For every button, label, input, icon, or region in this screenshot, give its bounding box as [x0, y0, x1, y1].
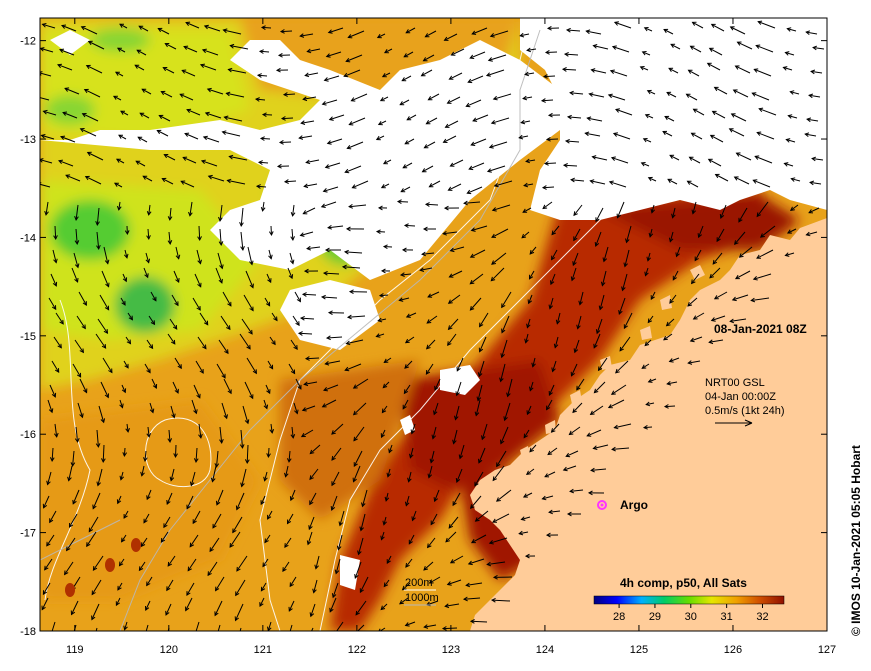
colorbar [594, 596, 784, 604]
current-arrow-head [215, 636, 219, 640]
current-arrow [546, 52, 557, 53]
lat-tick-label: -13 [20, 134, 36, 146]
current-arrow-head [92, 641, 96, 645]
argo-marker-dot [601, 504, 604, 507]
current-arrow-head [288, 632, 292, 636]
current-arrow-head [194, 631, 198, 635]
date-label: 08-Jan-2021 08Z [714, 322, 807, 336]
current-arrow-head [235, 642, 239, 646]
contour-1000m-label: 1000m [405, 592, 439, 604]
lon-tick-label: 127 [818, 644, 836, 656]
current-arrow [199, 226, 200, 240]
current-scale-line2: 04-Jan 00:00Z [705, 391, 776, 403]
lon-tick-label: 126 [724, 644, 742, 656]
colorbar-tick-label: 29 [649, 611, 661, 623]
current-arrow [299, 333, 312, 334]
credit-label: © IMOS 10-Jan-2021 05:05 Hobart [849, 445, 863, 636]
current-arrow [443, 628, 457, 629]
lon-tick-label: 121 [254, 644, 272, 656]
lon-tick-label: 123 [442, 644, 460, 656]
colorbar-tick-label: 31 [721, 611, 733, 623]
lon-tick-label: 120 [160, 644, 178, 656]
current-arrow [176, 445, 177, 457]
lat-tick-label: -15 [20, 331, 36, 343]
current-arrow [303, 294, 316, 295]
lat-tick-label: -16 [20, 429, 36, 441]
lat-tick-label: -14 [20, 232, 36, 244]
current-arrow-head [352, 633, 356, 637]
colorbar-tick-label: 28 [613, 611, 625, 623]
lat-tick-label: -17 [20, 528, 36, 540]
lon-tick-label: 125 [630, 644, 648, 656]
lat-tick-label: -12 [20, 36, 36, 48]
colorbar-tick-label: 32 [756, 611, 768, 623]
argo-label: Argo [620, 498, 648, 512]
current-arrow [55, 226, 56, 239]
current-arrow-head [307, 636, 311, 640]
sst-field [36, 18, 827, 645]
lon-tick-label: 119 [66, 644, 84, 656]
lat-tick-label: -18 [20, 626, 36, 638]
lon-tick-label: 124 [536, 644, 554, 656]
current-arrow [306, 358, 319, 359]
colorbar-title: 4h comp, p50, All Sats [620, 576, 747, 590]
current-scale-line3: 0.5m/s (1kt 24h) [705, 405, 784, 417]
lon-tick-label: 122 [348, 644, 366, 656]
current-arrow-head [165, 636, 169, 640]
current-arrow [471, 621, 487, 622]
colorbar-tick-label: 30 [685, 611, 697, 623]
current-arrow [280, 142, 291, 143]
current-scale-line1: NRT00 GSL [705, 377, 765, 389]
contour-200m-label: 200m [405, 577, 433, 589]
current-arrow-head [71, 636, 75, 640]
current-arrow [547, 139, 558, 140]
